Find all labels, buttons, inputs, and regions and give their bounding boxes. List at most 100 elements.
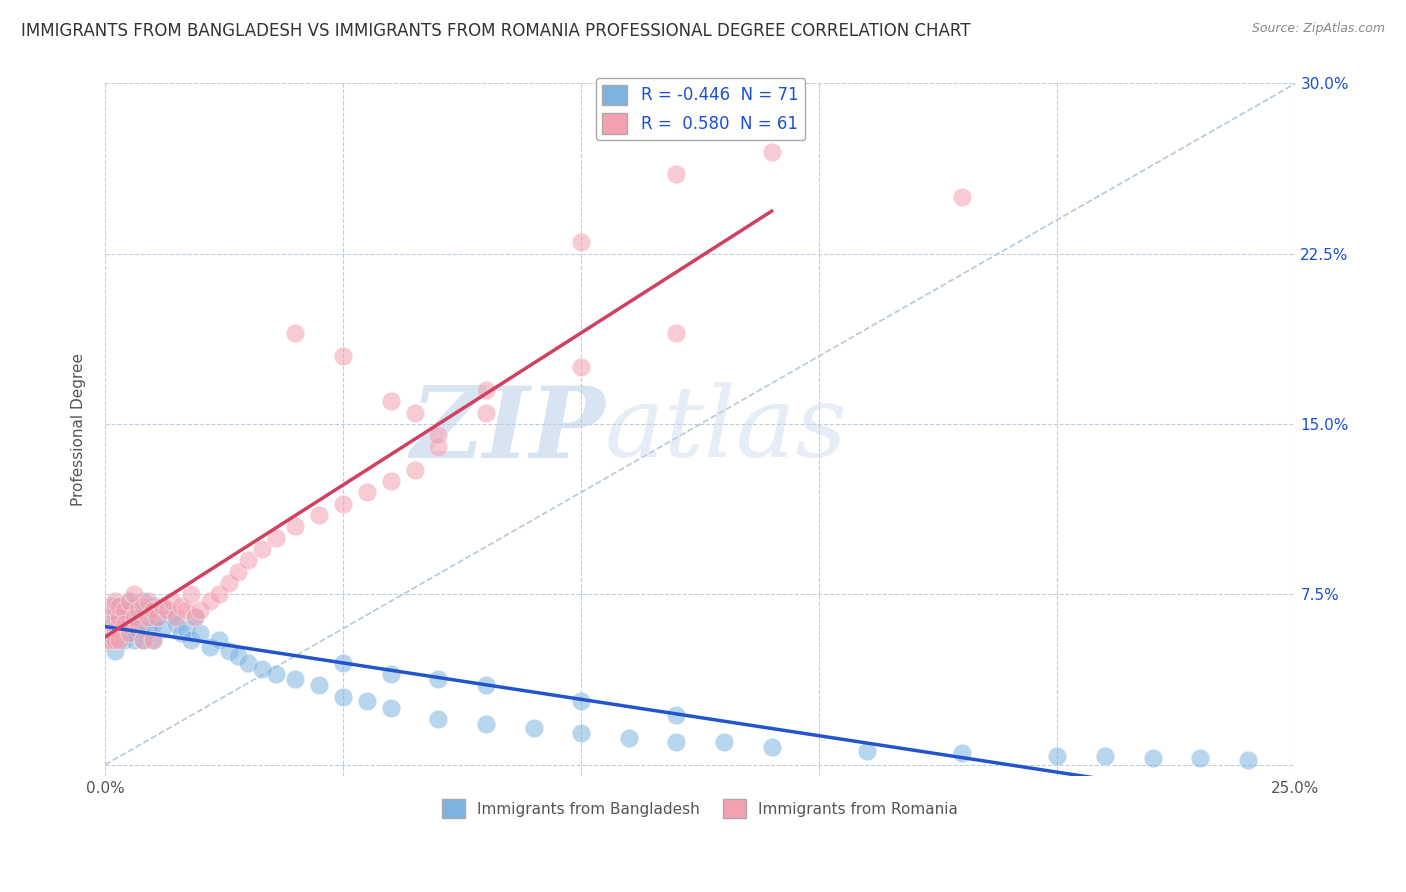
Point <box>475 717 498 731</box>
Point <box>427 712 450 726</box>
Point <box>1189 751 1212 765</box>
Point <box>475 678 498 692</box>
Point <box>332 349 354 363</box>
Point <box>332 497 354 511</box>
Point <box>112 632 135 647</box>
Point <box>165 610 187 624</box>
Point <box>98 632 121 647</box>
Point <box>522 722 544 736</box>
Point <box>150 622 173 636</box>
Point <box>665 326 688 341</box>
Point <box>132 632 155 647</box>
Point <box>856 744 879 758</box>
Point <box>103 610 125 624</box>
Point <box>136 610 159 624</box>
Point <box>380 701 402 715</box>
Point <box>184 610 207 624</box>
Y-axis label: Professional Degree: Professional Degree <box>72 353 86 507</box>
Text: ZIP: ZIP <box>411 382 605 478</box>
Point <box>108 632 131 647</box>
Point <box>132 603 155 617</box>
Point <box>132 594 155 608</box>
Point <box>118 626 141 640</box>
Point <box>218 576 240 591</box>
Point <box>198 594 221 608</box>
Point <box>1142 751 1164 765</box>
Point <box>170 626 193 640</box>
Point <box>94 632 117 647</box>
Point <box>569 726 592 740</box>
Point <box>308 678 330 692</box>
Point <box>127 610 149 624</box>
Point <box>475 406 498 420</box>
Point <box>236 656 259 670</box>
Point <box>150 599 173 613</box>
Point <box>404 462 426 476</box>
Point <box>950 747 973 761</box>
Point <box>665 707 688 722</box>
Point <box>266 667 288 681</box>
Point <box>112 622 135 636</box>
Point <box>122 617 145 632</box>
Point <box>761 739 783 754</box>
Point <box>98 622 121 636</box>
Point <box>142 617 165 632</box>
Point <box>146 610 169 624</box>
Point <box>380 394 402 409</box>
Point <box>569 694 592 708</box>
Point <box>427 428 450 442</box>
Text: atlas: atlas <box>605 382 848 477</box>
Point <box>142 603 165 617</box>
Point <box>112 617 135 632</box>
Point <box>108 599 131 613</box>
Point <box>380 474 402 488</box>
Point <box>142 632 165 647</box>
Point <box>108 617 131 632</box>
Point <box>404 406 426 420</box>
Point <box>1237 753 1260 767</box>
Point <box>332 690 354 704</box>
Point <box>103 622 125 636</box>
Point <box>127 603 149 617</box>
Point <box>136 594 159 608</box>
Point <box>122 610 145 624</box>
Point <box>228 565 250 579</box>
Point <box>1046 748 1069 763</box>
Point <box>118 610 141 624</box>
Point <box>118 594 141 608</box>
Point <box>713 735 735 749</box>
Point <box>98 632 121 647</box>
Point <box>165 617 187 632</box>
Point <box>617 731 640 745</box>
Point <box>122 587 145 601</box>
Point <box>284 519 307 533</box>
Point <box>142 599 165 613</box>
Point <box>761 145 783 159</box>
Point <box>108 610 131 624</box>
Point <box>103 632 125 647</box>
Point <box>132 599 155 613</box>
Point <box>98 599 121 613</box>
Point <box>160 594 183 608</box>
Point <box>475 383 498 397</box>
Point <box>108 632 131 647</box>
Point <box>266 531 288 545</box>
Point <box>208 587 231 601</box>
Point <box>218 644 240 658</box>
Point <box>118 594 141 608</box>
Point <box>665 735 688 749</box>
Point <box>284 672 307 686</box>
Point <box>160 610 183 624</box>
Legend: Immigrants from Bangladesh, Immigrants from Romania: Immigrants from Bangladesh, Immigrants f… <box>436 793 965 824</box>
Point <box>142 632 165 647</box>
Point <box>156 603 179 617</box>
Point <box>569 360 592 375</box>
Point <box>188 603 211 617</box>
Point <box>665 167 688 181</box>
Point <box>188 626 211 640</box>
Point <box>170 599 193 613</box>
Point <box>228 648 250 663</box>
Point <box>184 610 207 624</box>
Point <box>250 662 273 676</box>
Point <box>132 632 155 647</box>
